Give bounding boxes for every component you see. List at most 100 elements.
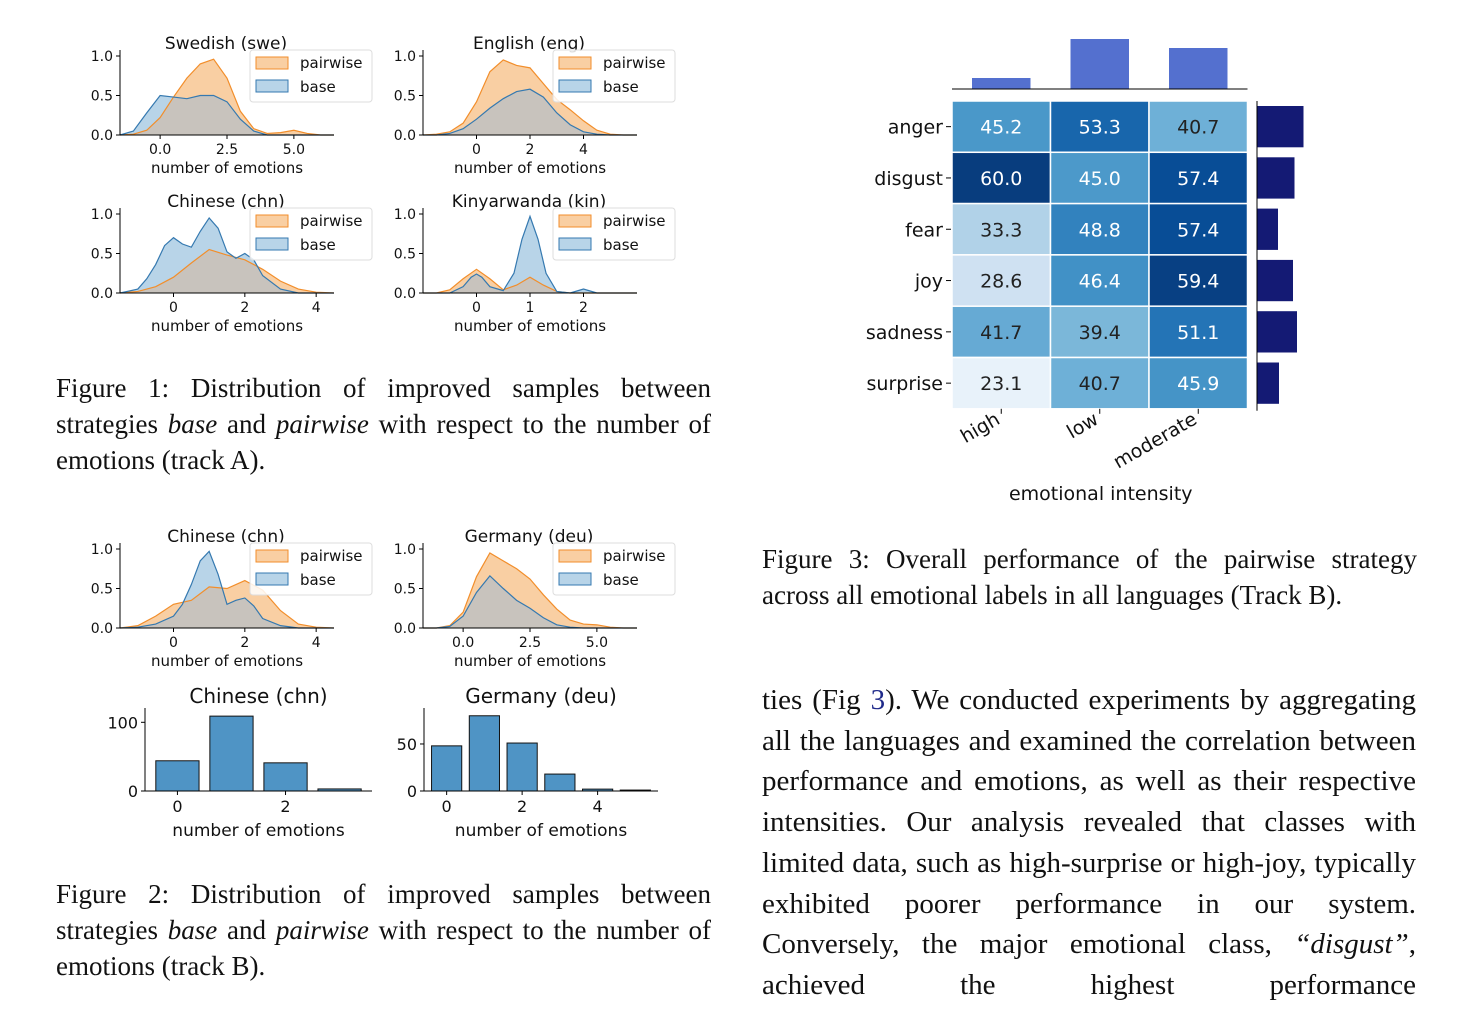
cell-value: 57.4 (1177, 168, 1219, 190)
cell-value: 45.9 (1177, 373, 1219, 395)
x-tick-label: 0 (169, 635, 178, 651)
legend: pairwise base (552, 49, 676, 103)
column-label: low (1063, 408, 1102, 443)
panel-title: English (eng) (473, 34, 585, 54)
pairwise-line (423, 552, 637, 629)
x-tick-label: 0 (172, 797, 182, 816)
cell-value: 46.4 (1079, 271, 1121, 293)
bar (155, 760, 200, 792)
y-tick-label: 0.5 (394, 89, 416, 105)
panel-title: Kinyarwanda (kin) (452, 192, 606, 212)
cell-value: 51.1 (1177, 322, 1219, 344)
x-tick-label: 0 (169, 300, 178, 316)
x-axis-label: number of emotions (172, 821, 345, 841)
x-tick-label: 2 (240, 635, 249, 651)
kde-panel-2: 0.0 0.5 1.0 0 2 4 number of emotions Chinese (c… (91, 192, 373, 335)
cell-value: 39.4 (1079, 322, 1121, 344)
cell-value: 23.1 (980, 373, 1022, 395)
legend-label-pairwise: pairwise (300, 547, 363, 565)
row-label: anger (888, 117, 943, 139)
x-tick-label: 0 (472, 300, 481, 316)
heatmap-cell (1049, 202, 1150, 256)
legend-label-base: base (603, 78, 639, 96)
x-axis-label: number of emotions (455, 821, 628, 841)
x-tick-label: 5.0 (283, 142, 305, 158)
y-tick-label: 1.0 (91, 49, 113, 65)
heatmap-cell (1049, 356, 1150, 410)
y-tick-label: 0.0 (394, 621, 416, 637)
marginal-bar-top (1169, 48, 1228, 89)
pairwise-line (119, 579, 335, 629)
y-tick-label: 1.0 (394, 49, 416, 65)
x-tick-label: 0.0 (452, 635, 474, 651)
heatmap: 45.2 53.3 40.7 60.0 45.0 57.4 33.3 48.8 57.4 28.6… (866, 100, 1249, 505)
y-tick-label: 100 (107, 713, 138, 732)
y-tick-label: 1.0 (91, 542, 113, 558)
x-tick-label: 4 (593, 797, 603, 816)
legend: pairwise base (552, 542, 676, 596)
cell-value: 45.0 (1079, 168, 1121, 190)
figure-reference-link[interactable]: 3 (870, 684, 886, 716)
x-tick-label: 0 (442, 797, 452, 816)
legend-label-base: base (603, 236, 639, 254)
base-swatch (255, 572, 289, 586)
marginal-bar-right (1257, 311, 1297, 353)
cell-value: 41.7 (980, 322, 1022, 344)
y-tick-label: 0.5 (91, 582, 113, 598)
x-axis-label: number of emotions (454, 317, 606, 335)
pairwise-swatch (558, 214, 592, 228)
legend: pairwise base (249, 207, 373, 261)
x-tick-label: 2 (579, 300, 588, 316)
x-axis-label: number of emotions (151, 652, 303, 670)
marginal-bar-right (1257, 259, 1293, 302)
legend-label-base: base (300, 571, 336, 589)
figure-2-charts: 0.0 0.5 1.0 0 2 4 number of emotions Chinese (c… (91, 527, 676, 841)
column-label: high (957, 408, 1004, 448)
x-tick-label: 0 (472, 142, 481, 158)
figure-1-caption: Figure 1: Distribution of improved sampl… (56, 373, 712, 475)
row-label: joy (914, 271, 943, 293)
base-swatch (558, 572, 592, 586)
marginal-bar-right (1257, 208, 1278, 250)
y-tick-label: 0.0 (91, 286, 113, 302)
x-axis-label: number of emotions (151, 159, 303, 177)
y-tick-label: 0 (128, 782, 138, 801)
heatmap-cell (951, 254, 1052, 307)
cell-value: 53.3 (1079, 117, 1121, 139)
y-tick-label: 0.0 (91, 128, 113, 144)
y-tick-label: 1.0 (394, 207, 416, 223)
legend-label-pairwise: pairwise (300, 212, 363, 230)
x-tick-label: 2 (280, 797, 290, 816)
base-swatch (255, 237, 289, 251)
bar (263, 762, 308, 792)
marginal-bar-right (1257, 157, 1295, 199)
panel-title: Germany (deu) (465, 684, 617, 708)
legend-label-pairwise: pairwise (603, 212, 666, 230)
x-axis-label: number of emotions (454, 159, 606, 177)
marginal-bar-top (1070, 39, 1129, 89)
heatmap-cell (1148, 100, 1249, 154)
top-marginal-bars (952, 39, 1248, 90)
y-tick-label: 0.0 (91, 621, 113, 637)
y-tick-label: 0.5 (91, 247, 113, 263)
cell-value: 28.6 (980, 271, 1022, 293)
x-tick-label: 5.0 (586, 635, 608, 651)
base-swatch (558, 79, 592, 93)
heatmap-cell (1049, 100, 1150, 154)
heatmap-cell (1148, 356, 1249, 410)
y-tick-label: 0.0 (394, 286, 416, 302)
x-tick-label: 4 (312, 300, 321, 316)
base-swatch (255, 79, 289, 93)
marginal-bar-top (972, 78, 1031, 89)
y-tick-label: 1.0 (91, 207, 113, 223)
right-marginal-bars (1256, 101, 1304, 411)
body-paragraph: ties (Fig 3). We conducted experiments b… (762, 684, 1416, 1001)
figure-3-heatmap: 45.2 53.3 40.7 60.0 45.0 57.4 33.3 48.8 57.4 28.6… (866, 39, 1304, 505)
figure-2-caption: Figure 2: Distribution of improved sampl… (56, 879, 712, 981)
x-tick-label: 2 (526, 142, 535, 158)
